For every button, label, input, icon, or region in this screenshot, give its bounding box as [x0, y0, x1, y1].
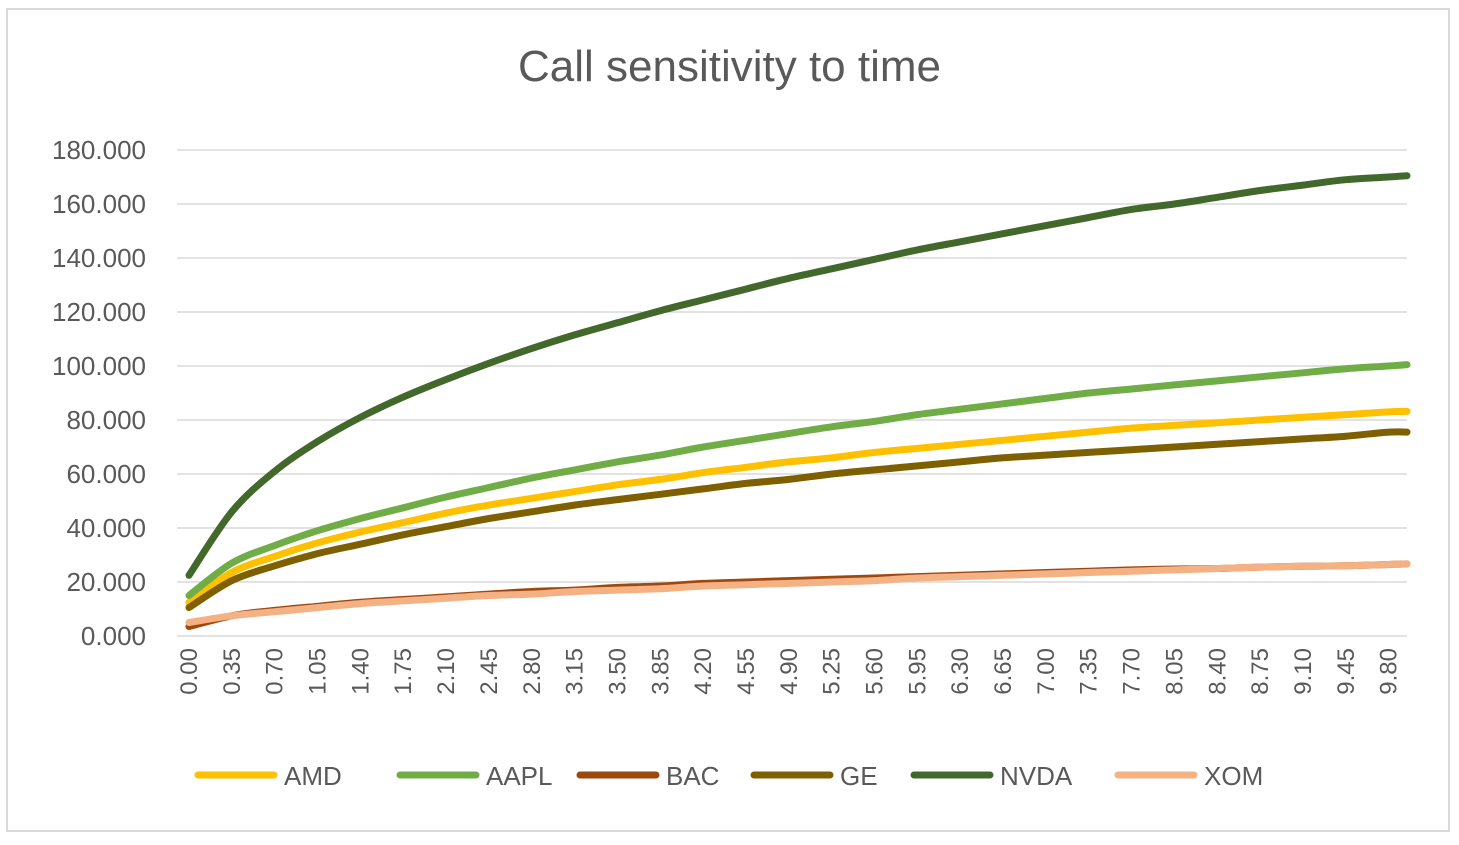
x-tick-label: 6.65 — [990, 648, 1017, 695]
x-tick-label: 3.85 — [647, 648, 674, 695]
x-tick-label: 3.50 — [604, 648, 631, 695]
x-tick-label: 0.70 — [262, 648, 289, 695]
x-tick-label: 2.10 — [433, 648, 460, 695]
y-tick-label: 0.000 — [81, 621, 146, 651]
legend: AMD AAPL BAC GE NVDA XOM — [194, 761, 1263, 791]
x-tick-label: 9.45 — [1333, 648, 1360, 695]
x-tick-label: 7.00 — [1033, 648, 1060, 695]
y-tick-label: 100.000 — [52, 351, 146, 381]
series-line-ge — [185, 428, 1411, 612]
y-tick-label: 180.000 — [52, 135, 146, 165]
x-tick-label: 4.55 — [733, 648, 760, 695]
y-axis-ticks: 0.000 20.000 40.000 60.000 80.000 100.000 120.… — [52, 135, 146, 651]
y-tick-label: 60.000 — [66, 459, 146, 489]
legend-label-aapl: AAPL — [486, 761, 553, 791]
y-tick-label: 40.000 — [66, 513, 146, 543]
y-tick-label: 20.000 — [66, 567, 146, 597]
x-tick-label: 0.35 — [219, 648, 246, 695]
x-tick-label: 9.80 — [1376, 648, 1403, 695]
legend-label-nvda: NVDA — [1000, 761, 1073, 791]
x-tick-label: 6.30 — [947, 648, 974, 695]
x-tick-label: 4.90 — [776, 648, 803, 695]
x-tick-label: 4.20 — [690, 648, 717, 695]
x-tick-label: 2.45 — [476, 648, 503, 695]
x-tick-label: 5.25 — [819, 648, 846, 695]
series-lines — [185, 172, 1411, 630]
legend-label-xom: XOM — [1204, 761, 1263, 791]
x-tick-label: 1.75 — [390, 648, 417, 695]
x-tick-label: 8.05 — [1161, 648, 1188, 695]
x-axis-ticks: 0.00 0.35 0.70 1.05 1.40 1.75 2.10 2.45 2.80 3.15… — [176, 648, 1403, 695]
y-tick-label: 160.000 — [52, 189, 146, 219]
x-tick-label: 7.35 — [1076, 648, 1103, 695]
x-tick-label: 1.40 — [347, 648, 374, 695]
x-tick-label: 3.15 — [562, 648, 589, 695]
chart-title: Call sensitivity to time — [517, 42, 941, 91]
x-tick-label: 7.70 — [1119, 648, 1146, 695]
series-line-bac — [185, 560, 1411, 630]
x-tick-label: 1.05 — [305, 648, 332, 695]
y-tick-label: 80.000 — [66, 405, 146, 435]
series-line-amd — [185, 407, 1411, 606]
y-tick-label: 120.000 — [52, 297, 146, 327]
x-tick-label: 5.95 — [904, 648, 931, 695]
legend-label-bac: BAC — [666, 761, 719, 791]
x-tick-label: 8.40 — [1204, 648, 1231, 695]
legend-label-ge: GE — [840, 761, 878, 791]
series-line-aapl — [185, 361, 1411, 599]
legend-label-amd: AMD — [284, 761, 342, 791]
x-tick-label: 5.60 — [862, 648, 889, 695]
series-line-xom — [185, 560, 1411, 626]
y-tick-label: 140.000 — [52, 243, 146, 273]
x-tick-label: 2.80 — [519, 648, 546, 695]
series-line-nvda — [185, 172, 1411, 579]
x-tick-label: 9.10 — [1290, 648, 1317, 695]
x-tick-label: 8.75 — [1247, 648, 1274, 695]
x-tick-label: 0.00 — [176, 648, 203, 695]
